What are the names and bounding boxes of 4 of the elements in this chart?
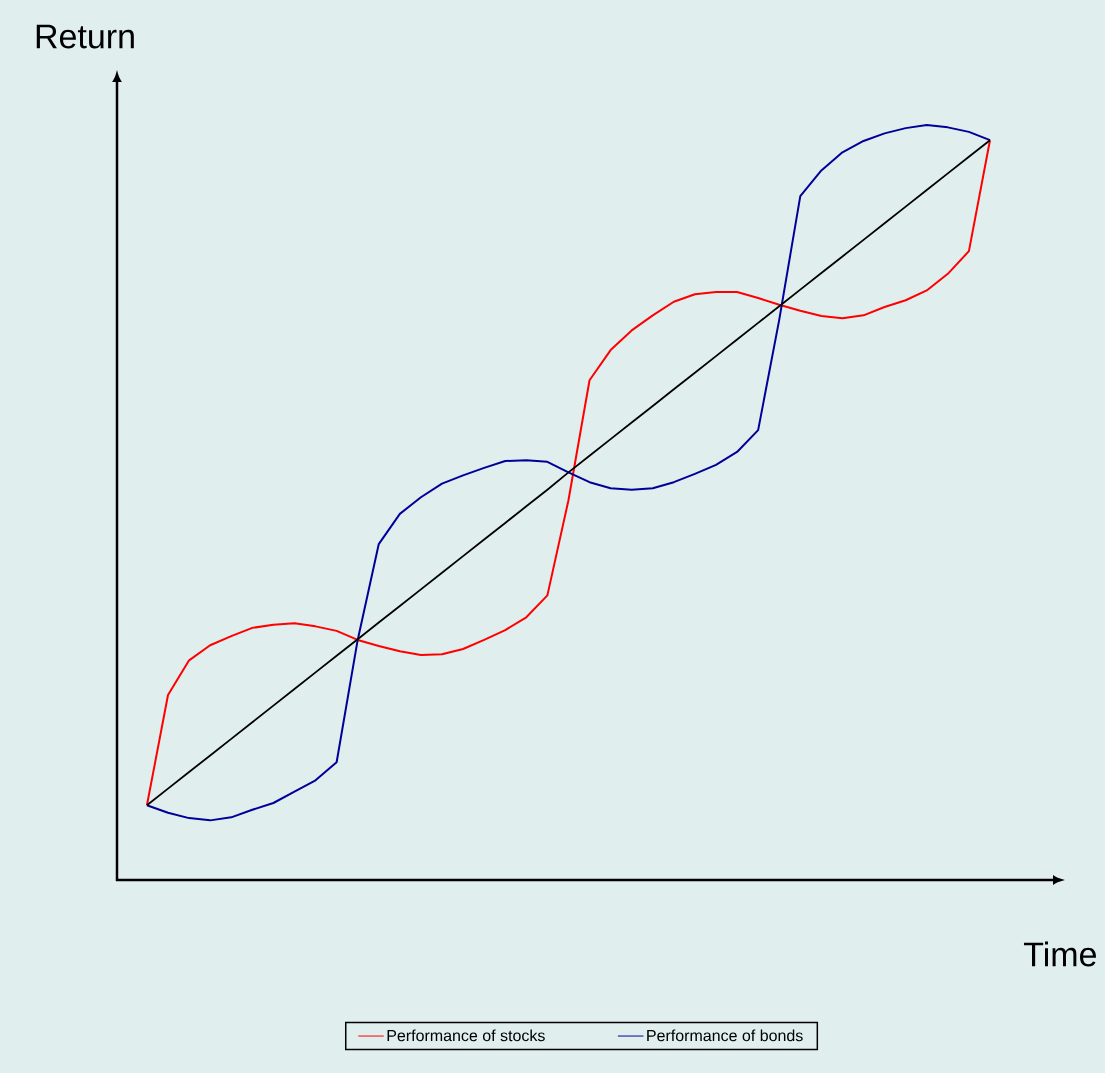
x-axis-title: Time xyxy=(1023,941,1096,967)
y-axis-title: Return xyxy=(36,24,134,49)
legend-label: Performance of bonds xyxy=(647,1029,803,1042)
legend-label: Performance of stocks xyxy=(387,1029,545,1042)
